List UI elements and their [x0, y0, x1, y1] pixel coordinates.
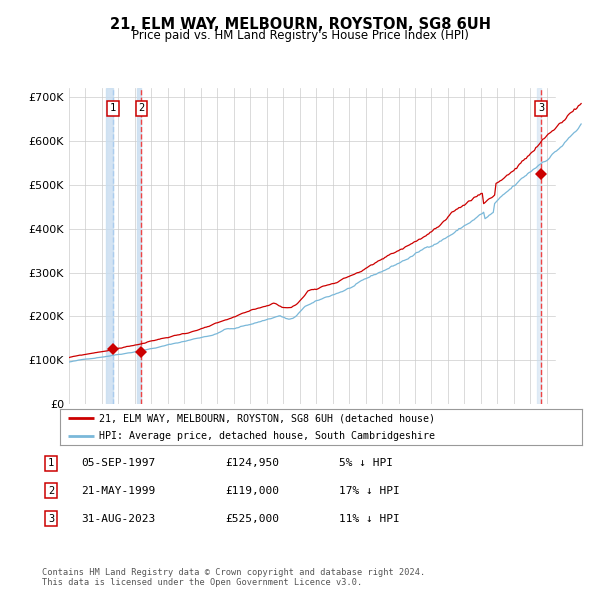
Text: 5% ↓ HPI: 5% ↓ HPI — [339, 458, 393, 468]
Text: £124,950: £124,950 — [225, 458, 279, 468]
Text: 3: 3 — [538, 103, 544, 113]
Text: 1: 1 — [110, 103, 116, 113]
Text: 2: 2 — [48, 486, 54, 496]
Text: £525,000: £525,000 — [225, 514, 279, 523]
Text: 31-AUG-2023: 31-AUG-2023 — [81, 514, 155, 523]
Text: 1: 1 — [48, 458, 54, 468]
Text: 3: 3 — [48, 514, 54, 523]
Text: 21, ELM WAY, MELBOURN, ROYSTON, SG8 6UH (detached house): 21, ELM WAY, MELBOURN, ROYSTON, SG8 6UH … — [99, 413, 435, 423]
Text: HPI: Average price, detached house, South Cambridgeshire: HPI: Average price, detached house, Sout… — [99, 431, 435, 441]
Text: 05-SEP-1997: 05-SEP-1997 — [81, 458, 155, 468]
Text: 21-MAY-1999: 21-MAY-1999 — [81, 486, 155, 496]
Text: 2: 2 — [138, 103, 145, 113]
Bar — [137, 88, 141, 404]
Text: £119,000: £119,000 — [225, 486, 279, 496]
Text: 21, ELM WAY, MELBOURN, ROYSTON, SG8 6UH: 21, ELM WAY, MELBOURN, ROYSTON, SG8 6UH — [110, 17, 491, 31]
Text: Contains HM Land Registry data © Crown copyright and database right 2024.
This d: Contains HM Land Registry data © Crown c… — [42, 568, 425, 587]
Bar — [537, 88, 541, 404]
Text: 17% ↓ HPI: 17% ↓ HPI — [339, 486, 400, 496]
Text: 11% ↓ HPI: 11% ↓ HPI — [339, 514, 400, 523]
Bar — [106, 88, 113, 404]
Text: Price paid vs. HM Land Registry's House Price Index (HPI): Price paid vs. HM Land Registry's House … — [131, 30, 469, 42]
Bar — [556, 88, 600, 404]
